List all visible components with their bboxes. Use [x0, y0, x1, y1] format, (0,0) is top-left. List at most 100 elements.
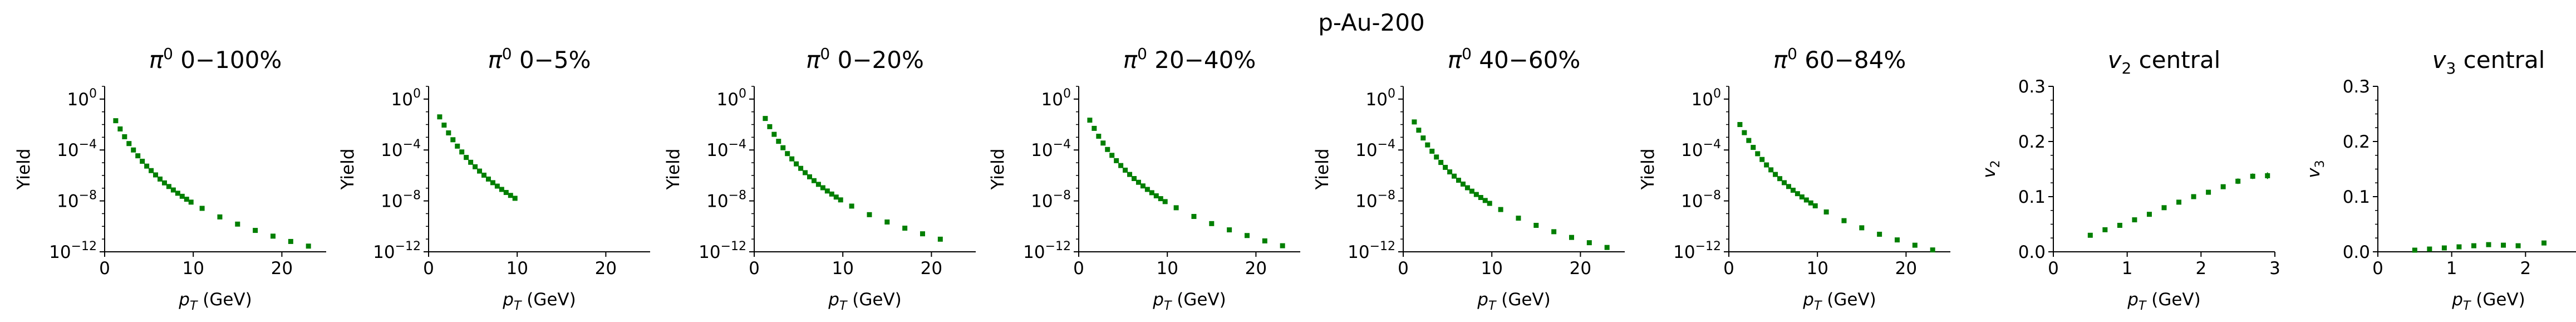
- data-point: [829, 191, 834, 197]
- x-tick-label: 0: [99, 258, 110, 279]
- data-point: [179, 193, 185, 199]
- data-point: [1162, 199, 1168, 204]
- data-point: [2486, 242, 2491, 247]
- data-point: [1751, 145, 1756, 150]
- x-tick-label: 20: [1245, 258, 1267, 279]
- data-point: [217, 214, 223, 219]
- y-tick-label: 10−12: [373, 240, 421, 262]
- data-point: [1859, 225, 1865, 231]
- x-tick-label: 0: [1073, 258, 1084, 279]
- y-tick-label: 10−8: [57, 189, 97, 212]
- data-point: [798, 165, 804, 171]
- data-point: [1764, 162, 1769, 168]
- data-point: [1191, 214, 1197, 219]
- data-point: [2456, 244, 2462, 250]
- data-point: [468, 159, 474, 165]
- data-point: [1773, 172, 1778, 177]
- panel-title: π0 0−20%: [806, 45, 924, 74]
- y-tick-label: 0.0: [2018, 242, 2046, 262]
- data-point: [807, 174, 812, 179]
- y-axis-label: Yield: [1312, 149, 1333, 191]
- y-tick-label: 0.3: [2018, 77, 2046, 97]
- y-tick-label: 10−12: [1673, 240, 1721, 262]
- data-point: [1109, 153, 1115, 158]
- data-point: [270, 233, 276, 239]
- data-point: [1786, 184, 1791, 189]
- x-tick-label: 10: [832, 258, 853, 279]
- data-point: [473, 164, 478, 169]
- data-point: [1262, 238, 1267, 243]
- data-point: [815, 182, 821, 187]
- data-point: [459, 149, 465, 155]
- y-tick-label: 0.0: [2343, 242, 2370, 262]
- y-tick-label: 100: [1692, 87, 1721, 110]
- x-tick-label: 0: [1723, 258, 1734, 279]
- data-point: [1812, 203, 1818, 208]
- data-point: [184, 197, 189, 202]
- data-point: [1227, 227, 1232, 233]
- data-point: [1118, 163, 1124, 168]
- data-point: [1746, 138, 1752, 143]
- data-point: [1127, 172, 1133, 177]
- y-axis-label: Yield: [988, 149, 1008, 191]
- x-tick-label: 20: [271, 258, 293, 279]
- chart-panel-1: 0 10 20 10−12 10−8 10−4 100 π0 0−100% pT (GeV) Yi…: [14, 45, 326, 313]
- x-tick-label: 1: [2122, 258, 2133, 279]
- data-point: [1132, 176, 1137, 182]
- y-tick-label: 100: [1041, 87, 1071, 110]
- data-point: [2541, 240, 2546, 246]
- data-point: [464, 155, 469, 160]
- data-point: [1912, 242, 1918, 248]
- data-point: [833, 194, 839, 200]
- y-tick-label: 10−12: [49, 240, 97, 262]
- data-point: [2265, 173, 2270, 178]
- data-point: [937, 236, 943, 242]
- data-point: [175, 191, 180, 196]
- data-point: [2501, 242, 2506, 248]
- data-point: [1135, 179, 1141, 185]
- panel-title: v3 central: [2432, 46, 2545, 77]
- x-tick-label: 2: [2195, 258, 2206, 279]
- data-point: [1877, 231, 1882, 237]
- data-point: [477, 168, 483, 174]
- x-tick-label: 10: [182, 258, 204, 279]
- data-point: [2161, 205, 2167, 211]
- y-axis-label: v2: [1979, 160, 2003, 178]
- data-point: [161, 180, 167, 186]
- data-point: [153, 172, 159, 178]
- data-point: [1173, 205, 1179, 211]
- panel-title: π0 60−84%: [1773, 45, 1906, 74]
- y-tick-label: 0.1: [2018, 187, 2046, 207]
- y-tick-label: 0.2: [2018, 132, 2046, 152]
- data-point: [1487, 201, 1492, 206]
- y-tick-label: 10−8: [1681, 189, 1721, 212]
- y-axis-label: Yield: [663, 149, 684, 191]
- data-point: [446, 130, 451, 136]
- x-tick-label: 10: [1481, 258, 1502, 279]
- y-tick-label: 100: [67, 87, 97, 110]
- y-tick-label: 10−4: [381, 138, 421, 160]
- x-tick-label: 10: [1806, 258, 1828, 279]
- y-tick-label: 100: [1366, 87, 1395, 110]
- data-point: [767, 124, 773, 129]
- data-point: [1456, 178, 1461, 183]
- figure-suptitle: p-Au-200: [1318, 9, 1425, 36]
- data-point: [113, 118, 119, 124]
- chart-panel-2: 0 10 20 10−12 10−8 10−4 100 π0 0−5% pT (GeV) Yiel…: [338, 45, 650, 313]
- x-tick-label: 2: [2520, 258, 2531, 279]
- x-tick-label: 0: [749, 258, 760, 279]
- data-point: [1434, 154, 1439, 160]
- data-point: [1533, 222, 1539, 228]
- y-tick-label: 10−4: [706, 138, 746, 160]
- x-tick-label: 0: [423, 258, 434, 279]
- data-point: [455, 143, 460, 149]
- data-point: [776, 139, 781, 144]
- data-point: [1782, 180, 1787, 186]
- y-tick-label: 0.2: [2343, 132, 2370, 152]
- data-point: [131, 147, 136, 153]
- data-point: [1569, 235, 1574, 240]
- x-tick-label: 0: [2048, 258, 2059, 279]
- data-point: [1443, 164, 1448, 170]
- data-point: [494, 183, 500, 189]
